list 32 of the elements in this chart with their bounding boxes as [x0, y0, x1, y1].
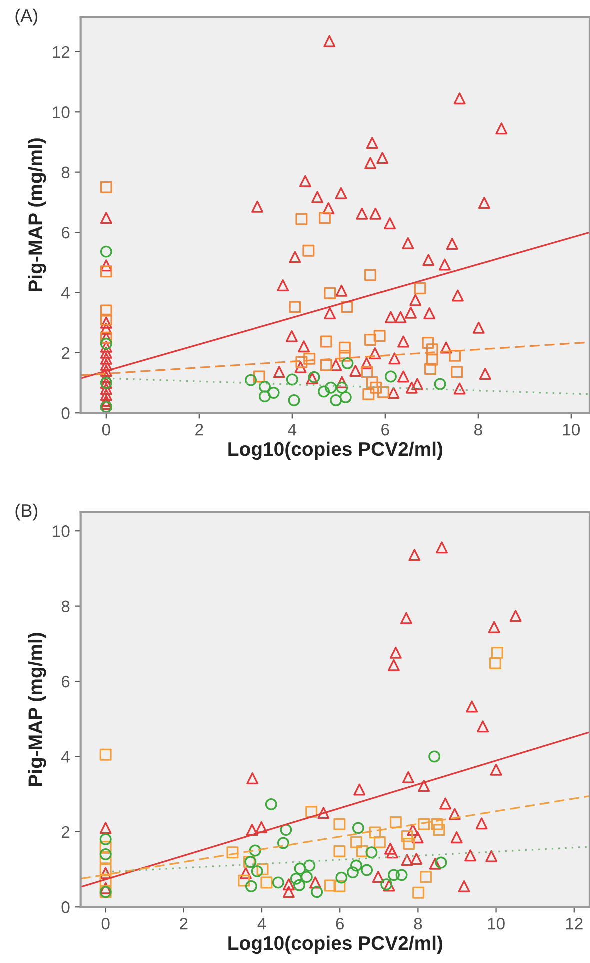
- y-tick-label: 4: [62, 287, 70, 299]
- y-tick-label: 6: [62, 676, 70, 688]
- y-axis-title: Pig-MAP (mg/ml): [28, 138, 46, 292]
- y-tick-label: 8: [62, 600, 70, 613]
- x-tick-label: 12: [566, 918, 583, 930]
- y-tick-label: 2: [62, 826, 70, 838]
- y-tick-label: 10: [53, 526, 70, 538]
- y-tick-label: 0: [62, 408, 70, 420]
- x-tick-label: 2: [196, 424, 204, 436]
- y-tick-label: 4: [62, 751, 70, 763]
- x-tick-label: 10: [488, 918, 505, 930]
- text: (A): [16, 8, 38, 26]
- x-tick-label: 6: [382, 424, 390, 436]
- y-tick-label: 0: [62, 902, 70, 914]
- x-tick-label: 6: [336, 918, 344, 930]
- x-axis-title: Log10(copies PCV2/ml): [228, 442, 443, 460]
- y-tick-label: 8: [62, 166, 70, 179]
- x-tick-label: 4: [288, 424, 297, 436]
- x-tick-label: 0: [102, 918, 110, 930]
- y-tick-label: 12: [53, 46, 70, 58]
- x-axis-title: Log10(copies PCV2/ml): [228, 936, 443, 954]
- x-tick-label: 8: [414, 918, 422, 930]
- x-tick-label: 4: [258, 918, 266, 930]
- y-tick-label: 6: [62, 226, 70, 239]
- x-tick-label: 8: [474, 424, 482, 436]
- y-axis-title: Pig-MAP (mg/ml): [28, 633, 46, 786]
- y-tick-label: 2: [62, 347, 70, 359]
- y-tick-label: 10: [53, 106, 70, 118]
- text: (B): [16, 504, 38, 521]
- x-tick-label: 2: [180, 918, 188, 930]
- x-tick-label: 0: [102, 424, 110, 436]
- x-tick-label: 10: [563, 424, 580, 436]
